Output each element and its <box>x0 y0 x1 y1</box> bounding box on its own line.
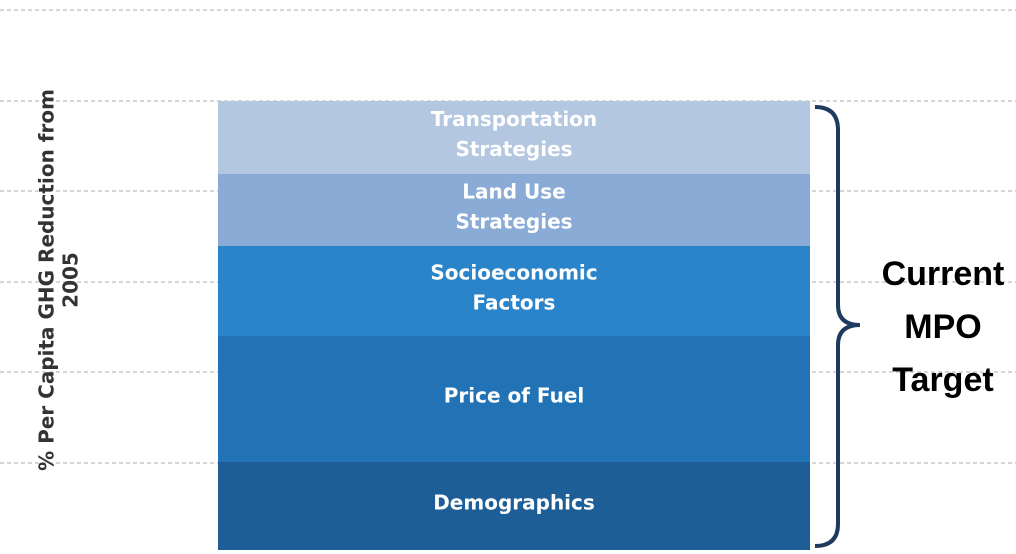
stacked-bar: Transportation Strategies Land Use Strategi… <box>218 101 810 550</box>
bracket-label: Target <box>892 361 993 399</box>
segment-label: Strategies <box>455 210 572 234</box>
segment-label: Demographics <box>433 491 595 515</box>
y-axis-label: % Per Capita GHG Reduction from 2005 <box>35 89 83 471</box>
segment-label: Transportation <box>431 107 597 131</box>
segment-label: Socioeconomic <box>430 261 597 285</box>
y-axis-label-line: % Per Capita GHG Reduction from <box>35 89 59 471</box>
bar-segment <box>218 462 810 550</box>
segment-label: Strategies <box>455 137 572 161</box>
brace <box>814 105 861 548</box>
bar-segment <box>218 174 810 246</box>
y-axis-label-line: 2005 <box>59 252 83 308</box>
segment-label: Factors <box>473 291 556 315</box>
bar-segment <box>218 336 810 462</box>
bracket-label: MPO <box>904 308 981 346</box>
segment-label: Land Use <box>462 180 565 204</box>
segment-label: Price of Fuel <box>444 384 585 408</box>
bar-segment <box>218 101 810 174</box>
bracket-label: Current <box>882 255 1005 293</box>
bar-segment <box>218 246 810 336</box>
